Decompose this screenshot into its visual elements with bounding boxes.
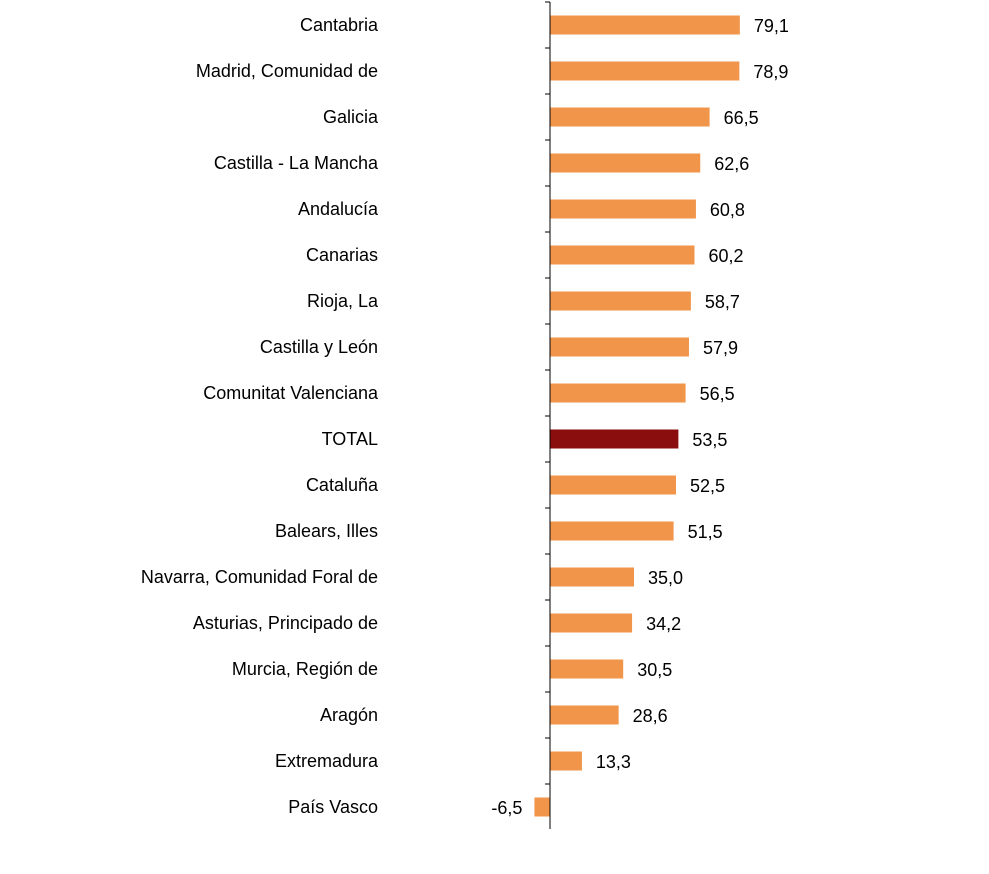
- bar-cataluna: [550, 475, 676, 495]
- bar-andalucia: [550, 199, 696, 219]
- value-label-murcia-region-de: 30,5: [637, 660, 672, 680]
- value-label-castilla-la-mancha: 62,6: [714, 154, 749, 174]
- bar-navarra-comunidad-foral-de: [550, 567, 634, 587]
- bar-total: [550, 429, 679, 449]
- value-label-asturias-principado-de: 34,2: [646, 614, 681, 634]
- category-label-andalucia: Andalucía: [298, 199, 379, 219]
- bar-madrid-comunidad-de: [550, 61, 740, 81]
- bar-murcia-region-de: [550, 659, 624, 679]
- value-label-madrid-comunidad-de: 78,9: [753, 62, 788, 82]
- value-label-comunitat-valenciana: 56,5: [700, 384, 735, 404]
- bars: [534, 15, 740, 817]
- bar-balears-illes: [550, 521, 674, 541]
- value-label-andalucia: 60,8: [710, 200, 745, 220]
- value-label-extremadura: 13,3: [596, 752, 631, 772]
- bar-canarias: [550, 245, 695, 265]
- value-label-canarias: 60,2: [708, 246, 743, 266]
- category-label-galicia: Galicia: [323, 107, 379, 127]
- category-label-extremadura: Extremadura: [275, 751, 379, 771]
- value-label-pais-vasco: -6,5: [491, 798, 522, 818]
- category-labels: Cantabria Madrid, Comunidad de Galicia Cast…: [141, 15, 379, 817]
- bar-galicia: [550, 107, 710, 127]
- category-label-asturias-principado-de: Asturias, Principado de: [193, 613, 378, 633]
- bar-castilla-y-leon: [550, 337, 689, 357]
- category-label-rioja-la: Rioja, La: [307, 291, 379, 311]
- value-label-castilla-y-leon: 57,9: [703, 338, 738, 358]
- category-label-cantabria: Cantabria: [300, 15, 379, 35]
- value-label-navarra-comunidad-foral-de: 35,0: [648, 568, 683, 588]
- category-label-canarias: Canarias: [306, 245, 378, 265]
- category-label-balears-illes: Balears, Illes: [275, 521, 378, 541]
- value-label-cantabria: 79,1: [754, 16, 789, 36]
- value-label-rioja-la: 58,7: [705, 292, 740, 312]
- bar-comunitat-valenciana: [550, 383, 686, 403]
- category-label-murcia-region-de: Murcia, Región de: [232, 659, 378, 679]
- bar-asturias-principado-de: [550, 613, 633, 633]
- category-label-madrid-comunidad-de: Madrid, Comunidad de: [196, 61, 378, 81]
- category-label-castilla-la-mancha: Castilla - La Mancha: [214, 153, 379, 173]
- vertical-axis: [545, 1, 551, 829]
- category-label-comunitat-valenciana: Comunitat Valenciana: [203, 383, 379, 403]
- value-label-balears-illes: 51,5: [688, 522, 723, 542]
- category-label-castilla-y-leon: Castilla y León: [260, 337, 378, 357]
- value-label-total: 53,5: [692, 430, 727, 450]
- bar-aragon: [550, 705, 619, 725]
- value-labels: 79,1 78,9 66,5 62,6 60,8 60,2 58,7 57,9 56,5 53,5…: [491, 16, 789, 818]
- category-label-navarra-comunidad-foral-de: Navarra, Comunidad Foral de: [141, 567, 378, 587]
- category-label-total: TOTAL: [322, 429, 378, 449]
- bar-rioja-la: [550, 291, 691, 311]
- value-label-cataluna: 52,5: [690, 476, 725, 496]
- bar-extremadura: [550, 751, 582, 771]
- value-label-aragon: 28,6: [633, 706, 668, 726]
- bar-pais-vasco: [534, 797, 550, 817]
- category-label-pais-vasco: País Vasco: [288, 797, 378, 817]
- category-label-aragon: Aragón: [320, 705, 378, 725]
- bar-cantabria: [550, 15, 740, 35]
- category-label-cataluna: Cataluña: [306, 475, 379, 495]
- value-label-galicia: 66,5: [724, 108, 759, 128]
- bar-castilla-la-mancha: [550, 153, 701, 173]
